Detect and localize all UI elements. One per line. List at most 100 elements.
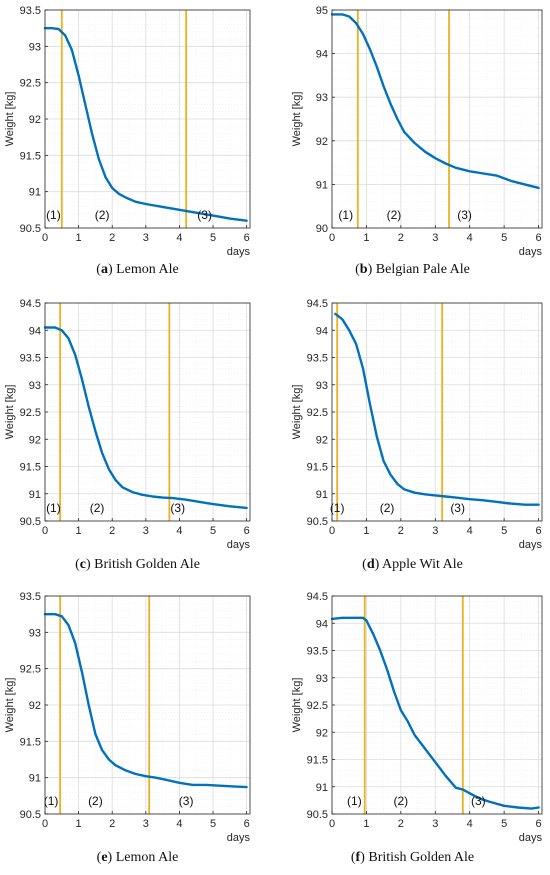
y-tick-label: 91.5 (20, 736, 41, 748)
phase-label: (3) (179, 794, 194, 808)
x-tick-label: 2 (398, 818, 404, 830)
y-tick-label: 91 (29, 187, 41, 199)
x-tick-label: 5 (210, 232, 216, 244)
y-tick-label: 93 (316, 673, 328, 685)
y-tick-label: 90.5 (307, 516, 328, 528)
x-tick-label: 6 (244, 232, 250, 244)
x-tick-label: 5 (210, 525, 216, 537)
x-tick-label: 2 (398, 525, 404, 537)
y-axis-label: Weight [kg] (291, 92, 303, 147)
phase-label: (3) (471, 794, 486, 808)
x-tick-label: 0 (42, 818, 48, 830)
x-tick-label: 3 (432, 818, 438, 830)
phase-label: (2) (380, 501, 395, 515)
chart-panel-c: (1) (2) (3) 0 1 2 3 4 5 6 90.5 91 91.5 92 92.5 93 93.5 94… (4, 298, 250, 551)
y-axis-label: Weight [kg] (4, 385, 16, 440)
y-tick-label: 92 (29, 114, 41, 126)
y-tick-label: 92.5 (307, 407, 328, 419)
x-tick-label: 1 (76, 818, 82, 830)
y-tick-label: 91 (316, 179, 328, 191)
y-tick-label: 91.5 (307, 462, 328, 474)
y-tick-label: 92 (316, 434, 328, 446)
y-tick-label: 93 (29, 627, 41, 639)
x-tick-label: 1 (363, 525, 369, 537)
y-tick-label: 94 (316, 618, 328, 630)
y-tick-label: 90.5 (307, 809, 328, 821)
y-tick-label: 90.5 (20, 223, 41, 235)
x-tick-label: 6 (244, 818, 250, 830)
y-axis-label: Weight [kg] (291, 678, 303, 733)
y-tick-label: 93 (29, 41, 41, 53)
y-tick-label: 93.5 (20, 5, 41, 17)
y-tick-label: 94 (29, 325, 41, 337)
phase-label: (1) (338, 208, 353, 222)
x-tick-label: 1 (76, 232, 82, 244)
y-tick-label: 95 (316, 5, 328, 17)
y-tick-label: 93.5 (307, 646, 328, 658)
x-tick-label: 5 (501, 525, 507, 537)
x-tick-label: 2 (109, 232, 115, 244)
x-axis-label: days (227, 539, 251, 551)
x-tick-label: 2 (109, 525, 115, 537)
x-tick-label: 0 (42, 525, 48, 537)
phase-label: (2) (88, 794, 103, 808)
x-tick-label: 1 (76, 525, 82, 537)
x-tick-label: 0 (329, 232, 335, 244)
y-tick-label: 92 (29, 434, 41, 446)
phase-label: (2) (95, 208, 110, 222)
caption-b: (b) Belgian Pale Ale (355, 262, 470, 277)
phase-label: (1) (46, 501, 61, 515)
y-tick-label: 91.5 (20, 462, 41, 474)
x-tick-label: 4 (176, 818, 182, 830)
chart-panel-d: (1) (2) (3) 0 1 2 3 4 5 6 90.5 91 91.5 92 92.5 93 93.5 94… (291, 298, 542, 551)
phase-label: (1) (46, 208, 61, 222)
series-line (43, 326, 248, 510)
caption-c: (c) British Golden Ale (75, 557, 200, 572)
series-line (330, 616, 540, 810)
y-tick-label: 91 (29, 489, 41, 501)
x-tick-label: 3 (432, 525, 438, 537)
x-tick-label: 6 (535, 818, 541, 830)
x-tick-label: 4 (467, 525, 473, 537)
y-tick-label: 93 (316, 380, 328, 392)
x-tick-label: 0 (329, 818, 335, 830)
y-axis-label: Weight [kg] (291, 385, 303, 440)
x-tick-label: 3 (432, 232, 438, 244)
phase-label: (2) (387, 208, 402, 222)
y-tick-label: 94.5 (307, 298, 328, 310)
y-axis-label: Weight [kg] (4, 92, 16, 147)
phase-label: (1) (44, 794, 59, 808)
y-tick-label: 91 (316, 782, 328, 794)
y-tick-label: 93 (316, 92, 328, 104)
x-tick-label: 1 (363, 818, 369, 830)
series-line (334, 312, 540, 506)
x-tick-label: 4 (467, 232, 473, 244)
y-tick-label: 91 (29, 773, 41, 785)
caption-d: (d) Apple Wit Ale (362, 557, 463, 572)
x-tick-label: 0 (42, 232, 48, 244)
x-tick-label: 6 (535, 525, 541, 537)
phase-label: (3) (197, 208, 212, 222)
chart-panel-f: (1) (2) (3) 0 1 2 3 4 5 6 90.5 91 91.5 92 92.5 93 93.5 94… (291, 591, 542, 844)
x-axis-label: days (227, 246, 251, 258)
x-tick-label: 5 (501, 232, 507, 244)
caption-f: (f) British Golden Ale (350, 850, 475, 865)
y-tick-label: 94.5 (307, 591, 328, 603)
y-tick-label: 90 (316, 223, 328, 235)
y-axis-label: Weight [kg] (4, 678, 16, 733)
y-tick-label: 92.5 (20, 664, 41, 676)
x-tick-label: 4 (176, 525, 182, 537)
chart-panel-a: (1) (2) (3) 0 1 2 3 4 5 6 90.5 91 91.5 92 92.5 93 93.5 da… (4, 5, 250, 258)
y-tick-label: 93 (29, 380, 41, 392)
y-tick-label: 90.5 (20, 516, 41, 528)
x-tick-label: 3 (143, 525, 149, 537)
y-tick-label: 93.5 (20, 353, 41, 365)
x-tick-label: 4 (467, 818, 473, 830)
x-tick-label: 2 (398, 232, 404, 244)
y-tick-label: 94 (316, 49, 328, 61)
x-axis-label: days (227, 832, 251, 844)
y-tick-label: 92.5 (20, 78, 41, 90)
axes-frame (331, 9, 543, 229)
x-tick-label: 3 (143, 818, 149, 830)
phase-label: (3) (457, 208, 472, 222)
